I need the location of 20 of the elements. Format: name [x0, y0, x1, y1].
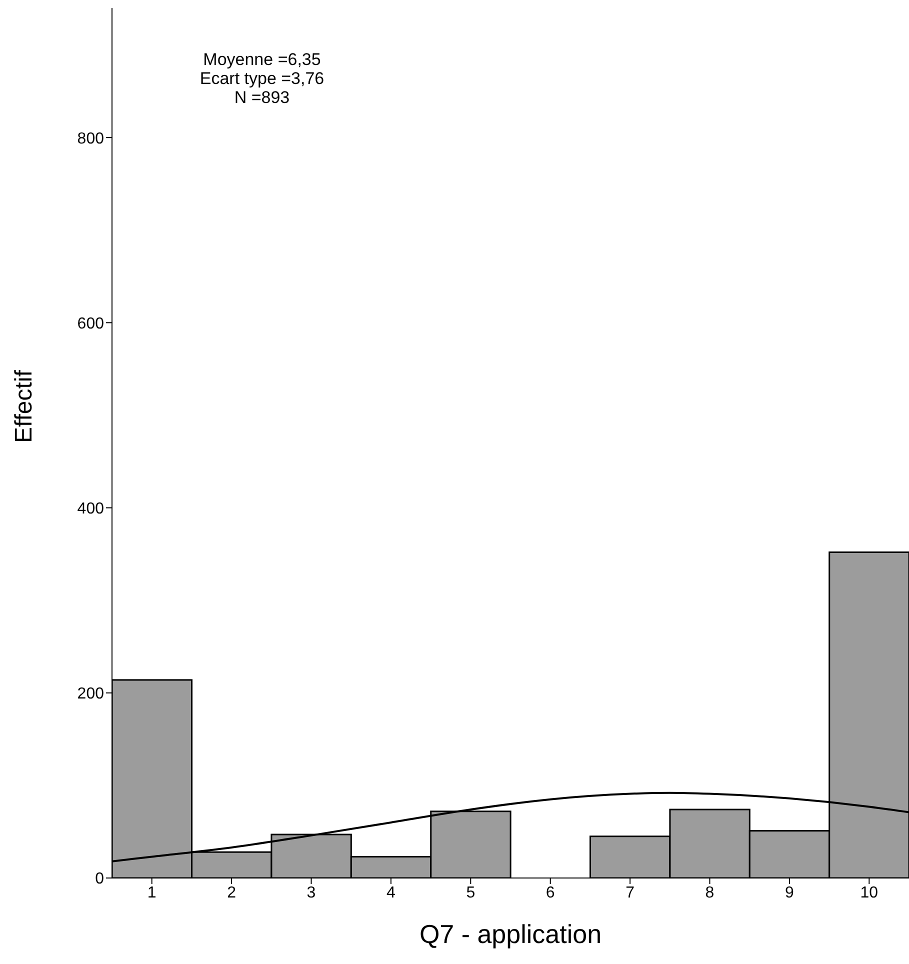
x-tick-label: 1 [147, 884, 156, 902]
annotation: Ecart type =3,76 [198, 69, 326, 88]
x-tick-label: 3 [306, 884, 316, 902]
x-tick-label: 10 [860, 884, 878, 902]
y-tick-label: 200 [77, 686, 104, 703]
x-tick-label: 4 [386, 884, 396, 902]
y-tick-label: 400 [77, 500, 104, 518]
x-tick-label: 9 [784, 884, 794, 902]
y-tick-label: 600 [77, 315, 104, 332]
x-tick-label: 5 [466, 884, 476, 902]
x-tick-label: 6 [546, 884, 555, 902]
y-tick-label: 0 [95, 870, 104, 888]
x-tick-label: 2 [227, 884, 236, 902]
x-axis-title: Q7 - application [419, 919, 602, 949]
annotation: N =893 [233, 88, 291, 107]
y-tick-label: 800 [77, 130, 104, 148]
x-tick-label: 8 [705, 884, 714, 902]
y-axis-title: Effectif [10, 370, 38, 443]
annotation: Moyenne =6,35 [202, 50, 322, 69]
x-tick-label: 7 [626, 884, 635, 902]
